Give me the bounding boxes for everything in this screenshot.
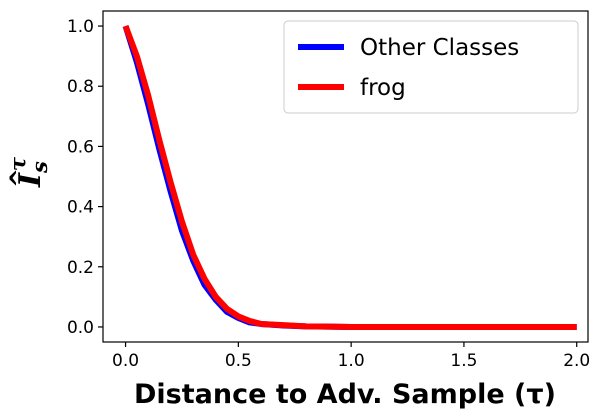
- y-tick-label: 0.6: [67, 137, 94, 157]
- legend-label-0: Other Classes: [360, 35, 519, 61]
- legend: Other Classes frog: [283, 20, 579, 114]
- y-tick-label: 0.0: [67, 318, 94, 338]
- x-tick-label: 1.0: [338, 351, 365, 371]
- series-layer: [122, 24, 577, 330]
- axes-layer: 0.0 0.5 1.0 1.5 2.0 0.0 0.2 0.4 0.6 0.8 1.0: [67, 10, 590, 371]
- y-tick-label: 0.2: [67, 258, 94, 278]
- legend-label-1: frog: [360, 75, 406, 101]
- y-axis-label-subscript: s: [27, 161, 52, 174]
- y-axis-label: Isτ: [5, 156, 52, 188]
- y-tick-label: 1.0: [67, 17, 94, 37]
- x-tick-label: 1.5: [450, 351, 477, 371]
- x-axis-label: Distance to Adv. Sample (τ): [134, 379, 556, 410]
- y-tick-label: 0.8: [67, 77, 94, 97]
- series-line-1: [122, 24, 577, 330]
- x-tick-label: 0.0: [112, 351, 139, 371]
- plot-frame: [102, 10, 589, 343]
- x-tick-label: 2.0: [563, 351, 590, 371]
- y-tick-label: 0.4: [67, 198, 94, 218]
- y-axis-label-superscript: τ: [5, 156, 30, 171]
- y-axis-label-hat: ^: [5, 168, 33, 188]
- legend-box: [283, 20, 579, 114]
- y-axis-label-main: I: [13, 172, 48, 188]
- x-tick-label: 0.5: [225, 351, 252, 371]
